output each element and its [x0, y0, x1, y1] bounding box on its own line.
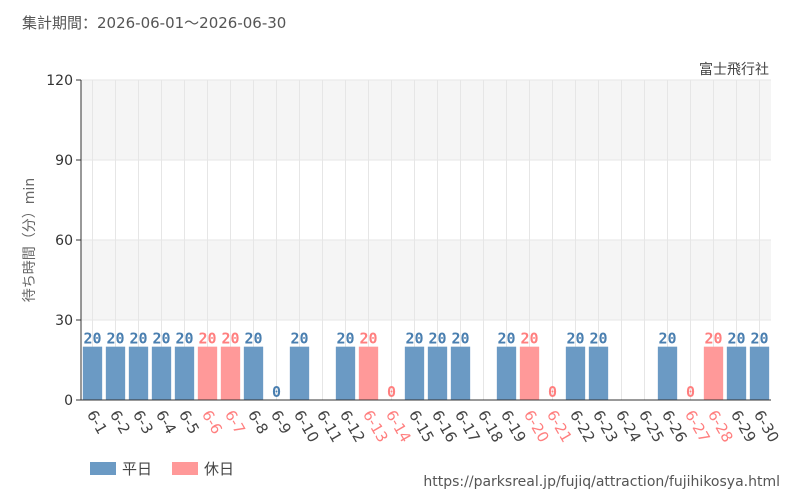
- bar-6-1: [82, 346, 103, 400]
- bar-6-17: [450, 346, 471, 400]
- bar-6-22: [565, 346, 586, 400]
- bar-value-label: 20: [359, 330, 377, 348]
- bar-value-label: 0: [387, 383, 396, 401]
- legend: 平日 休日: [90, 458, 234, 479]
- x-tick-label: 6-7: [221, 407, 249, 437]
- bar-value-label: 20: [497, 330, 515, 348]
- bar-6-16: [427, 346, 448, 400]
- legend-label-weekday: 平日: [122, 460, 153, 478]
- x-tick-label: 6-4: [152, 407, 180, 437]
- bar-6-3: [128, 346, 149, 400]
- bar-6-23: [588, 346, 609, 400]
- bar-value-label: 20: [520, 330, 538, 348]
- x-tick-label: 6-8: [244, 407, 272, 437]
- bar-value-label: 20: [566, 330, 584, 348]
- bar-value-label: 20: [290, 330, 308, 348]
- bar-value-label: 20: [451, 330, 469, 348]
- background-bands: [81, 80, 771, 320]
- bar-value-labels: 20 20 20 20 20 20 20 20 0 20 20 20 0 20 20 20 20 20 0 20 20 2…: [83, 330, 768, 401]
- bar-6-7: [220, 346, 241, 400]
- x-tick-label: 6-2: [106, 407, 134, 437]
- bar-value-label: 20: [244, 330, 262, 348]
- bar-6-2: [105, 346, 126, 400]
- x-tick-labels: 6-16-26-36-46-56-66-76-86-96-106-116-126…: [83, 407, 783, 445]
- bar-6-4: [151, 346, 172, 400]
- y-tick-label: 60: [55, 233, 73, 249]
- x-tick-label: 6-3: [129, 407, 157, 437]
- legend-item-holiday: 休日: [172, 458, 234, 479]
- bar-6-8: [243, 346, 264, 400]
- background-band: [81, 80, 771, 160]
- period-label: 集計期間：2026-06-01～2026-06-30: [22, 14, 287, 32]
- bar-value-label: 20: [221, 330, 239, 348]
- legend-item-weekday: 平日: [90, 458, 152, 479]
- bar-value-label: 20: [658, 330, 676, 348]
- bar-6-12: [335, 346, 356, 400]
- x-tick-label: 6-30: [750, 407, 783, 445]
- y-tick-label: 120: [46, 73, 73, 89]
- bar-value-label: 0: [548, 383, 557, 401]
- bar-6-19: [496, 346, 517, 400]
- bars: [82, 346, 770, 400]
- bar-6-6: [197, 346, 218, 400]
- chart-subtitle: 富士飛行社: [699, 61, 769, 78]
- y-tick-label: 0: [64, 393, 73, 409]
- bar-value-label: 20: [704, 330, 722, 348]
- bar-6-10: [289, 346, 310, 400]
- y-axis-label: 待ち時間（分）min: [22, 178, 38, 302]
- bar-value-label: 20: [129, 330, 147, 348]
- bar-6-13: [358, 346, 379, 400]
- bar-value-label: 20: [750, 330, 768, 348]
- bar-6-20: [519, 346, 540, 400]
- bar-6-28: [703, 346, 724, 400]
- y-tick-label: 90: [55, 153, 73, 169]
- bar-value-label: 20: [106, 330, 124, 348]
- legend-swatch-weekday: [90, 462, 116, 475]
- bar-value-label: 20: [428, 330, 446, 348]
- bar-value-label: 20: [83, 330, 101, 348]
- bar-6-26: [657, 346, 678, 400]
- bar-6-5: [174, 346, 195, 400]
- bar-value-label: 20: [589, 330, 607, 348]
- bar-value-label: 0: [272, 383, 281, 401]
- bar-value-label: 20: [727, 330, 745, 348]
- legend-label-holiday: 休日: [204, 460, 235, 478]
- bar-value-label: 20: [152, 330, 170, 348]
- bar-6-29: [726, 346, 747, 400]
- bar-6-15: [404, 346, 425, 400]
- bar-value-label: 20: [175, 330, 193, 348]
- bar-value-label: 0: [686, 383, 695, 401]
- x-tick-label: 6-6: [198, 407, 226, 437]
- source-url: https://parksreal.jp/fujiq/attraction/fu…: [423, 474, 780, 490]
- x-tick-label: 6-1: [83, 407, 111, 437]
- bar-value-label: 20: [198, 330, 216, 348]
- bar-value-label: 20: [336, 330, 354, 348]
- bar-6-30: [749, 346, 770, 400]
- bar-value-label: 20: [405, 330, 423, 348]
- y-tick-label: 30: [55, 313, 73, 329]
- legend-swatch-holiday: [172, 462, 199, 475]
- y-tick-labels: 0 30 60 90 120: [46, 73, 81, 409]
- x-tick-label: 6-9: [267, 407, 295, 437]
- x-tick-label: 6-5: [175, 407, 203, 437]
- background-band: [81, 240, 771, 320]
